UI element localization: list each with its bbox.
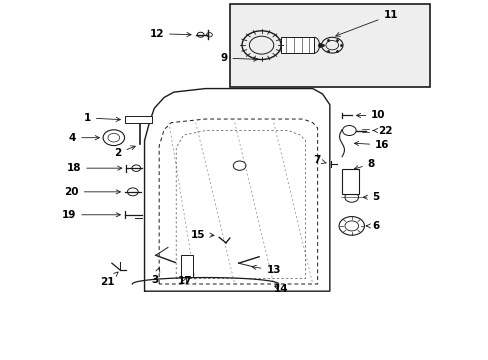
Text: 7: 7 bbox=[312, 155, 325, 165]
Text: 13: 13 bbox=[251, 265, 281, 275]
Text: 3: 3 bbox=[151, 268, 160, 285]
Text: 11: 11 bbox=[335, 10, 397, 36]
Text: 20: 20 bbox=[64, 187, 120, 197]
Text: 6: 6 bbox=[366, 221, 379, 231]
Text: 1: 1 bbox=[83, 113, 120, 123]
Text: 14: 14 bbox=[273, 284, 288, 294]
Text: 4: 4 bbox=[69, 133, 99, 143]
Text: 5: 5 bbox=[363, 192, 379, 202]
Text: 15: 15 bbox=[191, 230, 214, 239]
Text: 17: 17 bbox=[177, 276, 192, 286]
Text: 19: 19 bbox=[62, 210, 120, 220]
Bar bbox=[229, 4, 429, 87]
Bar bbox=[341, 169, 358, 194]
Bar bbox=[181, 255, 193, 277]
Text: 2: 2 bbox=[114, 146, 135, 158]
Text: 12: 12 bbox=[149, 29, 191, 39]
Text: 21: 21 bbox=[100, 272, 118, 287]
Text: 9: 9 bbox=[220, 53, 257, 63]
Text: 10: 10 bbox=[356, 111, 385, 121]
Text: 16: 16 bbox=[354, 140, 389, 150]
Bar bbox=[125, 116, 152, 123]
Bar bbox=[281, 37, 314, 53]
Text: 22: 22 bbox=[372, 126, 392, 135]
Text: 18: 18 bbox=[66, 163, 122, 173]
Text: 8: 8 bbox=[354, 159, 374, 170]
